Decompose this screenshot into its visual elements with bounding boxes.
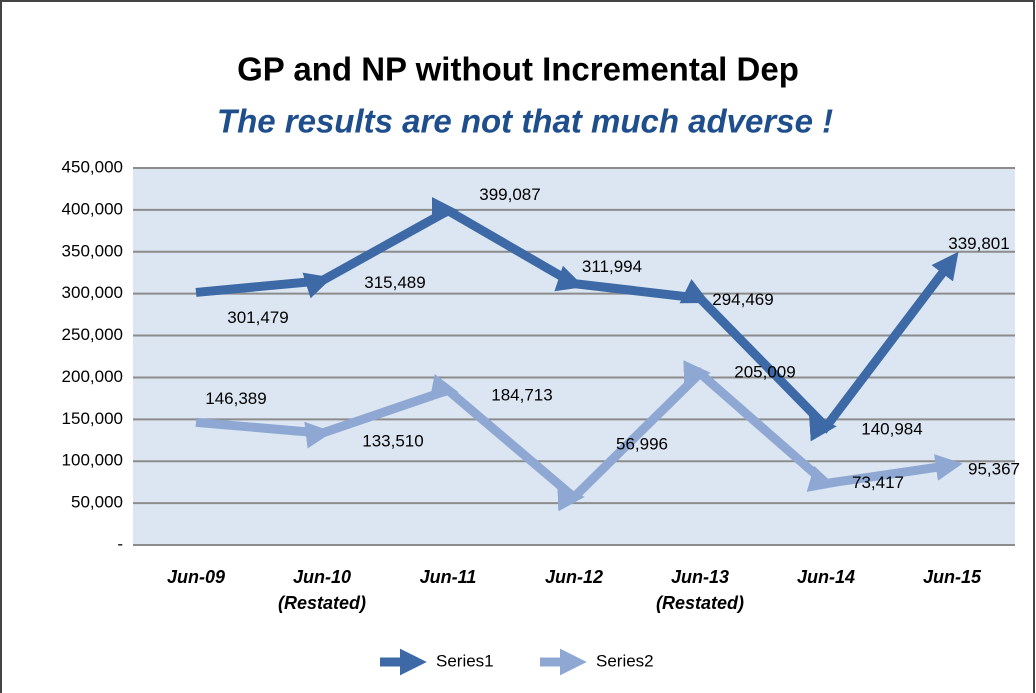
x-tick-label: Jun-14 <box>797 567 855 587</box>
y-tick-label: 350,000 <box>62 241 123 260</box>
data-label: 133,510 <box>362 432 423 451</box>
data-label: 205,009 <box>734 363 795 382</box>
y-tick-label: 200,000 <box>62 367 123 386</box>
y-tick-label: 50,000 <box>71 493 123 512</box>
x-tick-label: Jun-11 <box>420 567 477 587</box>
series-line <box>195 360 963 512</box>
x-tick-label: Jun-15 <box>923 567 982 587</box>
data-label: 301,479 <box>227 308 288 327</box>
chart-subtitle: The results are not that much adverse ! <box>217 103 833 140</box>
y-tick-label: 150,000 <box>62 409 123 428</box>
legend-label: Series2 <box>596 651 654 670</box>
data-label: 339,801 <box>948 234 1009 253</box>
x-tick-label: Jun-13 (Restated) <box>656 567 744 613</box>
y-tick-label: 300,000 <box>62 283 123 302</box>
data-label: 399,087 <box>479 185 540 204</box>
legend-label: Series1 <box>436 651 494 670</box>
data-label: 95,367 <box>968 460 1020 479</box>
y-tick-label: 450,000 <box>62 157 123 176</box>
x-tick-label: Jun-09 <box>167 567 225 587</box>
y-tick-label: 250,000 <box>62 325 123 344</box>
y-tick-label: 400,000 <box>62 199 123 218</box>
y-tick-label: 100,000 <box>62 451 123 470</box>
data-label: 56,996 <box>616 435 668 454</box>
data-label: 146,389 <box>205 389 266 408</box>
x-tick-label: Jun-12 <box>545 567 603 587</box>
data-label: 73,417 <box>852 473 904 492</box>
y-tick-label: - <box>117 534 123 553</box>
data-label: 311,994 <box>582 257 642 276</box>
x-tick-label: Jun-10 (Restated) <box>278 567 366 613</box>
data-label: 184,713 <box>491 386 552 405</box>
data-label: 315,489 <box>364 273 425 292</box>
chart-title: GP and NP without Incremental Dep <box>237 51 799 88</box>
data-label: 294,469 <box>712 290 773 309</box>
data-label: 140,984 <box>861 419 922 438</box>
